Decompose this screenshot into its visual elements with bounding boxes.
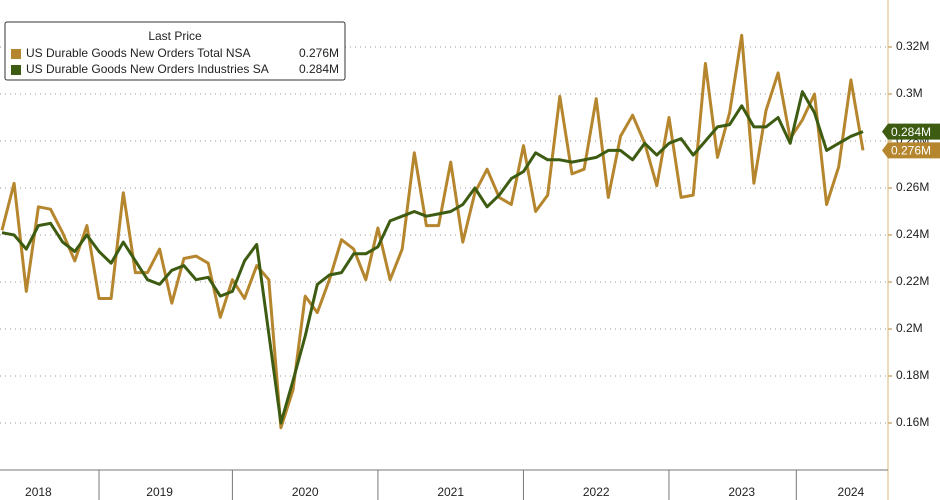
x-tick-label: 2022 bbox=[583, 485, 610, 499]
legend-swatch bbox=[11, 49, 21, 59]
last-value-label: 0.284M bbox=[891, 125, 931, 139]
y-tick-label: 0.32M bbox=[896, 39, 929, 53]
legend-label: US Durable Goods New Orders Total NSA bbox=[26, 46, 251, 60]
legend-value: 0.284M bbox=[299, 62, 339, 76]
x-tick-label: 2020 bbox=[292, 485, 319, 499]
x-tick-label: 2021 bbox=[437, 485, 464, 499]
x-tick-label: 2023 bbox=[728, 485, 755, 499]
y-tick-label: 0.24M bbox=[896, 227, 929, 241]
x-tick-label: 2024 bbox=[838, 485, 865, 499]
last-value-badge bbox=[882, 123, 940, 140]
x-tick-label: 2019 bbox=[146, 485, 173, 499]
last-value-label: 0.276M bbox=[891, 144, 931, 158]
series-line bbox=[1, 90, 864, 425]
y-tick-label: 0.2M bbox=[896, 321, 923, 335]
y-tick-label: 0.18M bbox=[896, 368, 929, 382]
y-tick-label: 0.26M bbox=[896, 180, 929, 194]
y-tick-label: 0.3M bbox=[896, 86, 923, 100]
series-line bbox=[0, 33, 865, 430]
legend: Last Price US Durable Goods New Orders To… bbox=[4, 21, 346, 81]
legend-box bbox=[4, 21, 346, 81]
legend-label: US Durable Goods New Orders Industries S… bbox=[26, 62, 269, 76]
y-tick-label: 0.22M bbox=[896, 274, 929, 288]
y-tick-label: 0.16M bbox=[896, 415, 929, 429]
legend-swatch bbox=[11, 65, 21, 75]
x-tick-label: 2018 bbox=[25, 485, 52, 499]
last-value-badge bbox=[882, 142, 940, 159]
legend-value: 0.276M bbox=[299, 46, 339, 60]
legend-title: Last Price bbox=[148, 29, 202, 43]
